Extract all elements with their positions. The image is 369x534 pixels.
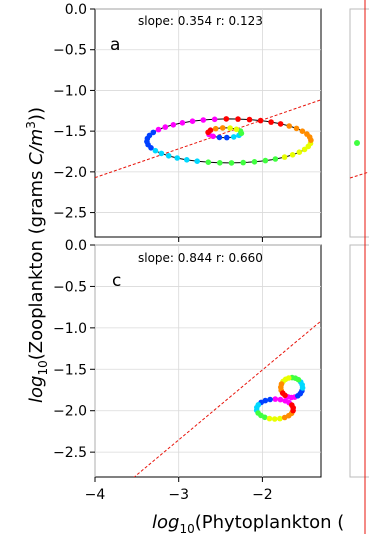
- neighbor-fit-line: [349, 171, 369, 179]
- trajectory-point: [293, 125, 300, 132]
- trajectory-point: [240, 159, 246, 166]
- neighbor-panels: [349, 0, 369, 534]
- panel-a-plot: [95, 99, 321, 179]
- panel-c-frame: [94, 244, 322, 478]
- trajectory-point: [277, 121, 284, 127]
- trajectory-point: [271, 416, 278, 422]
- panel-c-annotation: slope: 0.844 r: 0.660: [138, 251, 263, 265]
- trajectory-point: [165, 153, 172, 159]
- trajectory-point: [304, 131, 310, 137]
- trajectory-point: [286, 123, 293, 129]
- trajectory-point: [200, 117, 207, 123]
- neighbor-panel-b: [349, 8, 369, 238]
- trajectory-point: [268, 119, 274, 125]
- y-tick-label: −0.5: [53, 43, 87, 59]
- trajectory-point: [150, 129, 157, 136]
- trajectory-point: [184, 157, 190, 163]
- trajectory-point: [219, 125, 226, 131]
- trajectory-point: [257, 117, 264, 124]
- trajectory-point: [272, 156, 279, 162]
- trajectory-point: [235, 116, 241, 122]
- trajectory-point: [148, 145, 154, 151]
- trajectory-point: [289, 402, 295, 408]
- y-tick-label: −2.5: [53, 445, 87, 461]
- trajectory-point: [217, 160, 223, 166]
- trajectory-point: [179, 120, 186, 126]
- trajectory-point: [211, 116, 218, 123]
- panel-a: 0.0 −0.5 −1.0 −1.5 −2.0 −2.5 slope: 0.354 r: …: [53, 2, 322, 242]
- y-tick-label: −2.0: [53, 165, 87, 181]
- panel-c-plot: [133, 320, 321, 477]
- y-tick-label: −0.5: [53, 279, 87, 295]
- trajectory-point: [277, 415, 283, 422]
- trajectory-point: [231, 134, 237, 140]
- panel-a-x-ticks: [178, 237, 263, 242]
- y-tick-label: 0.0: [65, 238, 87, 254]
- trajectory-point: [262, 157, 269, 164]
- neighbor-panel-d: [349, 244, 369, 478]
- x-tick-label: −4: [85, 487, 106, 503]
- trajectory-point: [282, 398, 289, 404]
- trajectory-point: [224, 134, 230, 141]
- trajectory-point: [267, 396, 273, 403]
- trajectory-point: [289, 152, 296, 158]
- y-tick-label: 0.0: [65, 2, 87, 18]
- trajectory-point: [152, 147, 159, 154]
- panel-a-annotation: slope: 0.354 r: 0.123: [138, 14, 263, 28]
- y-tick-label: −1.5: [53, 362, 87, 378]
- trajectory-point: [174, 155, 180, 161]
- y-axis-label: log10(Zooplankton (grams C/m3)): [24, 107, 50, 403]
- panel-c-y-ticks: 0.0 −0.5 −1.0 −1.5 −2.0 −2.5: [53, 238, 95, 461]
- panel-c-grid: [94, 244, 321, 477]
- trajectory-point: [205, 129, 211, 136]
- trajectory-point: [216, 134, 223, 141]
- panel-a-y-ticks: 0.0 −0.5 −1.0 −1.5 −2.0 −2.5: [53, 2, 95, 222]
- y-tick-label: −1.5: [53, 124, 87, 140]
- trajectory-point: [296, 149, 303, 155]
- trajectory-point: [155, 126, 162, 133]
- panel-c: 0.0 −0.5 −1.0 −1.5 −2.0 −2.5 −4 −3 −2 slope: 0.…: [53, 238, 322, 503]
- trajectory-point: [301, 146, 308, 153]
- trajectory-point: [299, 128, 306, 134]
- trajectory-point: [194, 158, 200, 164]
- trajectory-point: [281, 154, 288, 160]
- y-tick-label: −2.5: [53, 206, 87, 222]
- y-tick-label: −1.0: [53, 83, 87, 99]
- panel-a-label: a: [110, 35, 120, 55]
- trajectory-point: [162, 124, 169, 130]
- fit-line: [133, 320, 321, 477]
- trajectory-point: [228, 160, 235, 166]
- trajectory-point: [246, 116, 253, 123]
- trajectory-point: [277, 396, 284, 403]
- x-tick-label: −2: [252, 487, 273, 503]
- trajectory-point: [227, 125, 233, 131]
- trajectory-point: [233, 126, 240, 133]
- trajectory-point: [189, 118, 196, 124]
- trajectory-point: [266, 415, 273, 422]
- x-axis-label: log10(Phytoplankton (: [152, 512, 344, 534]
- y-tick-label: −1.0: [53, 321, 87, 337]
- trajectory-point: [282, 392, 288, 399]
- trajectory-point: [223, 116, 230, 122]
- trajectory-point: [210, 133, 216, 140]
- x-tick-label: −3: [168, 487, 189, 503]
- y-tick-label: −2.0: [53, 404, 87, 420]
- trajectory-point: [251, 159, 258, 165]
- neighbor-point: [354, 140, 360, 146]
- trajectory-point: [272, 396, 279, 402]
- trajectory-point: [205, 159, 212, 165]
- panel-c-label: c: [112, 271, 121, 291]
- trajectory-point: [158, 150, 165, 157]
- panel-c-x-ticks: −4 −3 −2: [85, 477, 273, 503]
- trajectory-point: [170, 122, 177, 128]
- panel-a-frame: [94, 8, 322, 238]
- trajectory-point: [262, 414, 268, 421]
- trajectory-point: [212, 125, 219, 132]
- panel-a-grid: [95, 8, 321, 237]
